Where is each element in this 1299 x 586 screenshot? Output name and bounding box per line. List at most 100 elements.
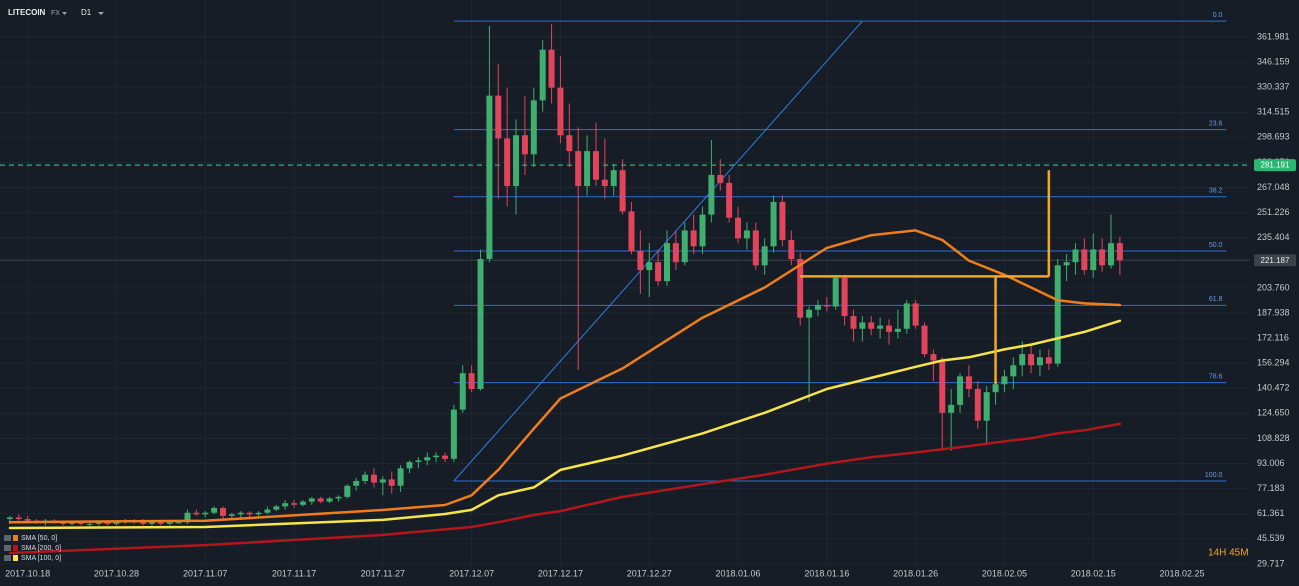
candle-body (69, 522, 76, 524)
candle-body (788, 239, 795, 259)
candle-body (894, 328, 901, 332)
legend-label: SMA [200, 0] (21, 545, 61, 552)
candle-body (104, 522, 111, 524)
candle-body (95, 522, 102, 524)
candle-body (770, 201, 777, 247)
candle-body (1001, 376, 1008, 385)
candle-body (1116, 243, 1123, 261)
candle-body (6, 517, 13, 520)
candle-body (726, 182, 733, 218)
candles (6, 24, 1123, 528)
y-tick-label: 251.226 (1257, 207, 1290, 217)
candle-body (637, 251, 644, 271)
candle-body (362, 474, 369, 482)
legend-label: SMA [50, 0] (21, 535, 57, 542)
candle-body (708, 174, 715, 215)
candle-body (877, 325, 884, 329)
candle-body (228, 514, 235, 516)
y-tick-label: 29.717 (1257, 558, 1285, 568)
sma-line (8, 319, 1122, 530)
candle-body (521, 135, 528, 155)
candle-body (486, 95, 493, 259)
candle-body (939, 360, 946, 413)
candle-body (717, 174, 724, 183)
header[interactable]: LITECOIN FX D1 (8, 8, 104, 17)
dropdown-arrow[interactable] (62, 12, 67, 15)
dropdown-arrow[interactable] (98, 12, 104, 15)
candle-body (15, 517, 22, 520)
candle-body (211, 507, 218, 513)
candle-body (388, 479, 395, 486)
x-tick-label: 2017.11.07 (183, 568, 227, 578)
candle-body (477, 258, 484, 390)
candle-body (1108, 243, 1114, 266)
candle-body (299, 501, 306, 505)
market[interactable]: FX (51, 10, 60, 17)
candle-body (353, 481, 360, 486)
y-tick-label: 156.294 (1257, 358, 1290, 368)
candle-body (86, 523, 93, 525)
y-tick-label: 346.159 (1257, 56, 1290, 66)
current-price-label: 221.187 (1261, 256, 1290, 265)
candle-body (148, 522, 155, 524)
candle-body (557, 87, 564, 136)
candle-body (202, 512, 209, 515)
candle-body (681, 230, 688, 263)
legend-icon (4, 545, 11, 551)
candle-body (797, 258, 804, 318)
candle-body (886, 325, 892, 332)
legend-label: SMA [100, 0] (21, 555, 61, 562)
candle-body (459, 373, 466, 410)
countdown: 14H 45M (1208, 548, 1249, 559)
candle-body (735, 217, 742, 239)
x-tick-label: 2017.12.07 (449, 568, 494, 578)
candle-body (992, 384, 999, 393)
candle-body (255, 512, 262, 515)
timeframe[interactable]: D1 (81, 8, 92, 17)
candle-body (1054, 265, 1061, 364)
candle-body (1019, 354, 1026, 366)
legend: SMA [50, 0] SMA [200, 0] SMA [100, 0] (4, 535, 61, 562)
symbol[interactable]: LITECOIN (8, 8, 46, 17)
candle-body (672, 243, 679, 263)
y-tick-label: 61.361 (1257, 508, 1285, 518)
candle-body (948, 404, 955, 413)
candle-body (974, 389, 981, 421)
candle-body (592, 151, 599, 180)
candle-body (273, 506, 280, 510)
candle-body (610, 170, 617, 187)
legend-icon (4, 535, 11, 541)
fib-label: 100.0 (1205, 472, 1223, 479)
candle-body (841, 278, 848, 317)
candle-body (344, 485, 351, 497)
sma-line (8, 229, 1122, 524)
candle-body (291, 503, 298, 505)
candle-body (157, 522, 164, 524)
x-tick-label: 2018.01.16 (804, 568, 849, 578)
current-price-badge (1254, 254, 1296, 267)
candle-body (335, 496, 342, 499)
candle-body (752, 230, 759, 266)
candle-body (504, 138, 511, 187)
candle-body (539, 49, 546, 101)
candle-body (424, 457, 431, 461)
candle-body (806, 309, 813, 318)
legend-icon (4, 555, 11, 561)
candle-body (1045, 357, 1052, 364)
candle-body (397, 468, 404, 486)
candle-body (575, 151, 582, 187)
legend-swatch (13, 555, 18, 561)
y-tick-label: 77.183 (1257, 483, 1285, 493)
x-tick-label: 2018.01.06 (716, 568, 761, 578)
candle-body (1036, 357, 1043, 366)
x-tick-label: 2017.12.17 (538, 568, 583, 578)
candle-body (113, 522, 120, 524)
candle-body (868, 322, 875, 329)
candle-body (601, 179, 608, 187)
candle-body (912, 303, 919, 326)
candle-body (140, 522, 147, 524)
axis: 29.717 45.539 61.361 77.183 93.006 108.828 124… (5, 0, 1299, 586)
candle-body (1028, 354, 1035, 366)
candle-body (619, 170, 626, 212)
